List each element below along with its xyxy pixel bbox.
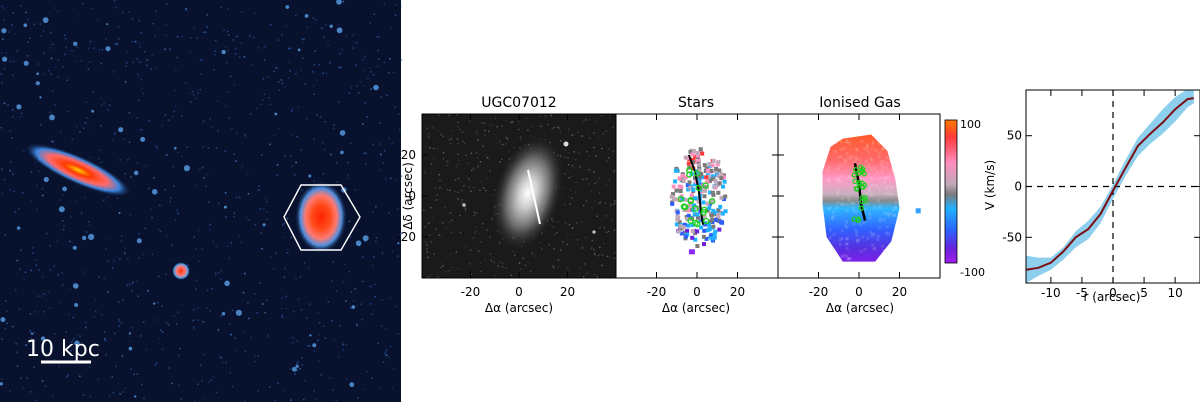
rc-xtick-label: 5 — [1140, 286, 1148, 300]
image-panel — [422, 114, 616, 278]
map-xtick-label: 20 — [560, 285, 575, 299]
slit-line — [527, 169, 541, 225]
rc-xlabel: r (arcsec) — [1084, 290, 1141, 304]
map-ytick-label: -20 — [396, 230, 416, 244]
map-xlabel-image: Δα (arcsec) — [485, 301, 553, 315]
panel-title-image: UGC07012 — [481, 95, 556, 111]
edge-on-galaxy — [24, 143, 132, 197]
ifu-hexagon — [283, 184, 361, 251]
scale-bar-label: 10 kpc — [26, 337, 100, 362]
grey-star — [563, 141, 569, 147]
sky-noise — [0, 0, 403, 402]
panel-title-gas: Ionised Gas — [819, 95, 900, 111]
target-galaxy — [295, 181, 347, 253]
rc-ytick-label: 0 — [1014, 180, 1022, 194]
grey-galaxy — [491, 134, 565, 252]
rc-xtick-label: 10 — [1168, 286, 1183, 300]
map-ytick-label: 0 — [408, 189, 416, 203]
rc-uncertainty-band — [1026, 90, 1194, 283]
gas-panel — [777, 113, 941, 279]
grey-star — [462, 203, 466, 207]
map-xtick-label: -20 — [461, 285, 481, 299]
map-xlabel-gas: Δα (arcsec) — [826, 301, 894, 315]
map-xlabel-stars: Δα (arcsec) — [662, 301, 730, 315]
rc-series-line — [1026, 97, 1194, 271]
stars-panel — [615, 113, 779, 279]
gas-velocity-map — [822, 134, 921, 262]
map-xtick-label: 20 — [730, 285, 745, 299]
map-ytick-label: 20 — [401, 148, 416, 162]
grey-star — [592, 230, 596, 234]
map-xtick-label: 0 — [515, 285, 523, 299]
rc-xtick-label: -5 — [1076, 286, 1088, 300]
panel-title-stars: Stars — [678, 95, 714, 111]
stars-velocity-map — [669, 147, 728, 255]
map-xtick-label: 0 — [693, 285, 701, 299]
colorbar-min-label: -100 — [960, 266, 985, 279]
compact-source — [172, 262, 190, 280]
rc-xtick-label: -10 — [1041, 286, 1061, 300]
map-ticks: -20 0 20 -20 0 20 -20 0 20 20 0 -20 — [396, 114, 907, 299]
sky-image: 10 kpc — [0, 0, 403, 402]
map-xtick-label: 20 — [892, 285, 907, 299]
rc-xtick-label: 0 — [1109, 286, 1117, 300]
rc-ylabel: V (km/s) — [983, 160, 997, 210]
rc-ytick-label: -50 — [1002, 230, 1022, 244]
map-xtick-label: 0 — [855, 285, 863, 299]
map-ylabel: Δδ (arcsec) — [401, 162, 415, 230]
colorbar: 100 -100 — [944, 118, 985, 279]
map-xtick-label: -20 — [647, 285, 667, 299]
rc-ytick-label: 50 — [1007, 129, 1022, 143]
map-xtick-label: -20 — [809, 285, 829, 299]
colorbar-max-label: 100 — [960, 118, 981, 131]
